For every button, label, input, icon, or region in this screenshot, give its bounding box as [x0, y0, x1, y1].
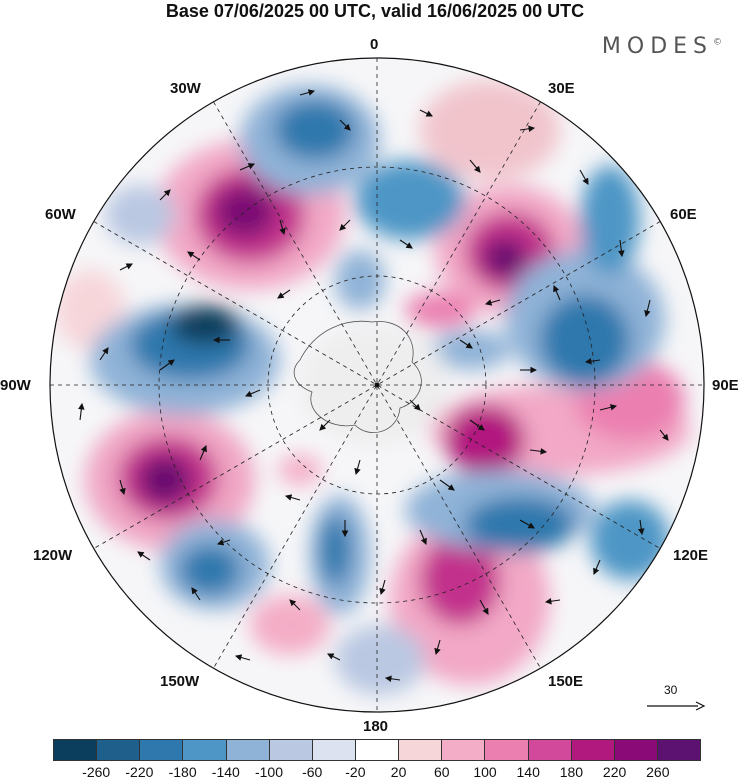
- colorbar-swatch: [442, 740, 486, 760]
- colorbar-tick-label: 180: [559, 764, 584, 780]
- colorbar-tick-label: 20: [390, 764, 407, 780]
- colorbar-tick-label: 60: [434, 764, 450, 780]
- colorbar-tick-label: -60: [302, 764, 323, 780]
- chart-title: Base 07/06/2025 00 UTC, valid 16/06/2025…: [165, 1, 585, 21]
- colorbar-swatch: [140, 740, 184, 760]
- colorbar-swatch: [528, 740, 572, 760]
- colorbar-tick-label: -260: [82, 764, 111, 780]
- colorbar-tick-label: -180: [168, 764, 197, 780]
- reference-vector-arrow: [647, 701, 706, 711]
- lon-label-120w: 120W: [33, 547, 73, 564]
- colorbar-tick-label: -140: [211, 764, 240, 780]
- south-pole-marker: [374, 382, 380, 388]
- antarctica-coastline: [293, 320, 422, 433]
- colorbar-swatch: [399, 740, 443, 760]
- colorbar-swatch: [614, 740, 658, 760]
- colorbar-swatch: [269, 740, 313, 760]
- lon-label-30e: 30E: [548, 80, 575, 97]
- brand-mark: ©: [713, 37, 722, 48]
- colorbar-swatch: [226, 740, 270, 760]
- lon-label-0: 0: [370, 36, 379, 53]
- colorbar-swatch: [355, 740, 400, 760]
- lon-label-60w: 60W: [45, 206, 76, 223]
- lon-label-30w: 30W: [170, 80, 201, 97]
- colorbar-swatch: [183, 740, 227, 760]
- colorbar-ticks: -260 -220 -180 -140 -100 -60 -20 20 60 100 140 180 2…: [53, 764, 701, 784]
- lon-label-180: 180: [363, 718, 389, 735]
- colorbar-swatch: [54, 740, 98, 760]
- lon-label-120e: 120E: [673, 547, 709, 564]
- lon-label-90e: 90E: [712, 377, 739, 394]
- colorbar-tick-label: 260: [646, 764, 670, 780]
- graticule: [50, 58, 704, 712]
- colorbar-tick-label: 140: [516, 764, 540, 780]
- reference-vector-label: 30: [664, 683, 678, 697]
- lon-label-150e: 150E: [548, 673, 584, 690]
- anomaly-field: [50, 58, 704, 712]
- colorbar-tick-label: 100: [473, 764, 497, 780]
- colorbar-swatch: [657, 740, 701, 760]
- colorbar-tick-label: -20: [345, 764, 366, 780]
- colorbar-tick-label: -100: [254, 764, 284, 780]
- colorbar-swatch: [485, 740, 529, 760]
- wind-vectors: [78, 89, 669, 683]
- colorbar-swatch: [97, 740, 141, 760]
- brand-text: MODES: [601, 34, 713, 59]
- colorbar-swatch: [571, 740, 615, 760]
- map-boundary: [49, 57, 705, 713]
- colorbar-tick-label: -220: [125, 764, 154, 780]
- lon-label-90w: 90W: [0, 377, 31, 394]
- lon-label-60e: 60E: [670, 206, 697, 223]
- colorbar-swatch: [312, 740, 356, 760]
- colorbar: [53, 739, 701, 761]
- colorbar-tick-label: 220: [602, 764, 627, 780]
- lon-label-150w: 150W: [160, 673, 200, 690]
- brand-logo: MODES©: [602, 34, 722, 59]
